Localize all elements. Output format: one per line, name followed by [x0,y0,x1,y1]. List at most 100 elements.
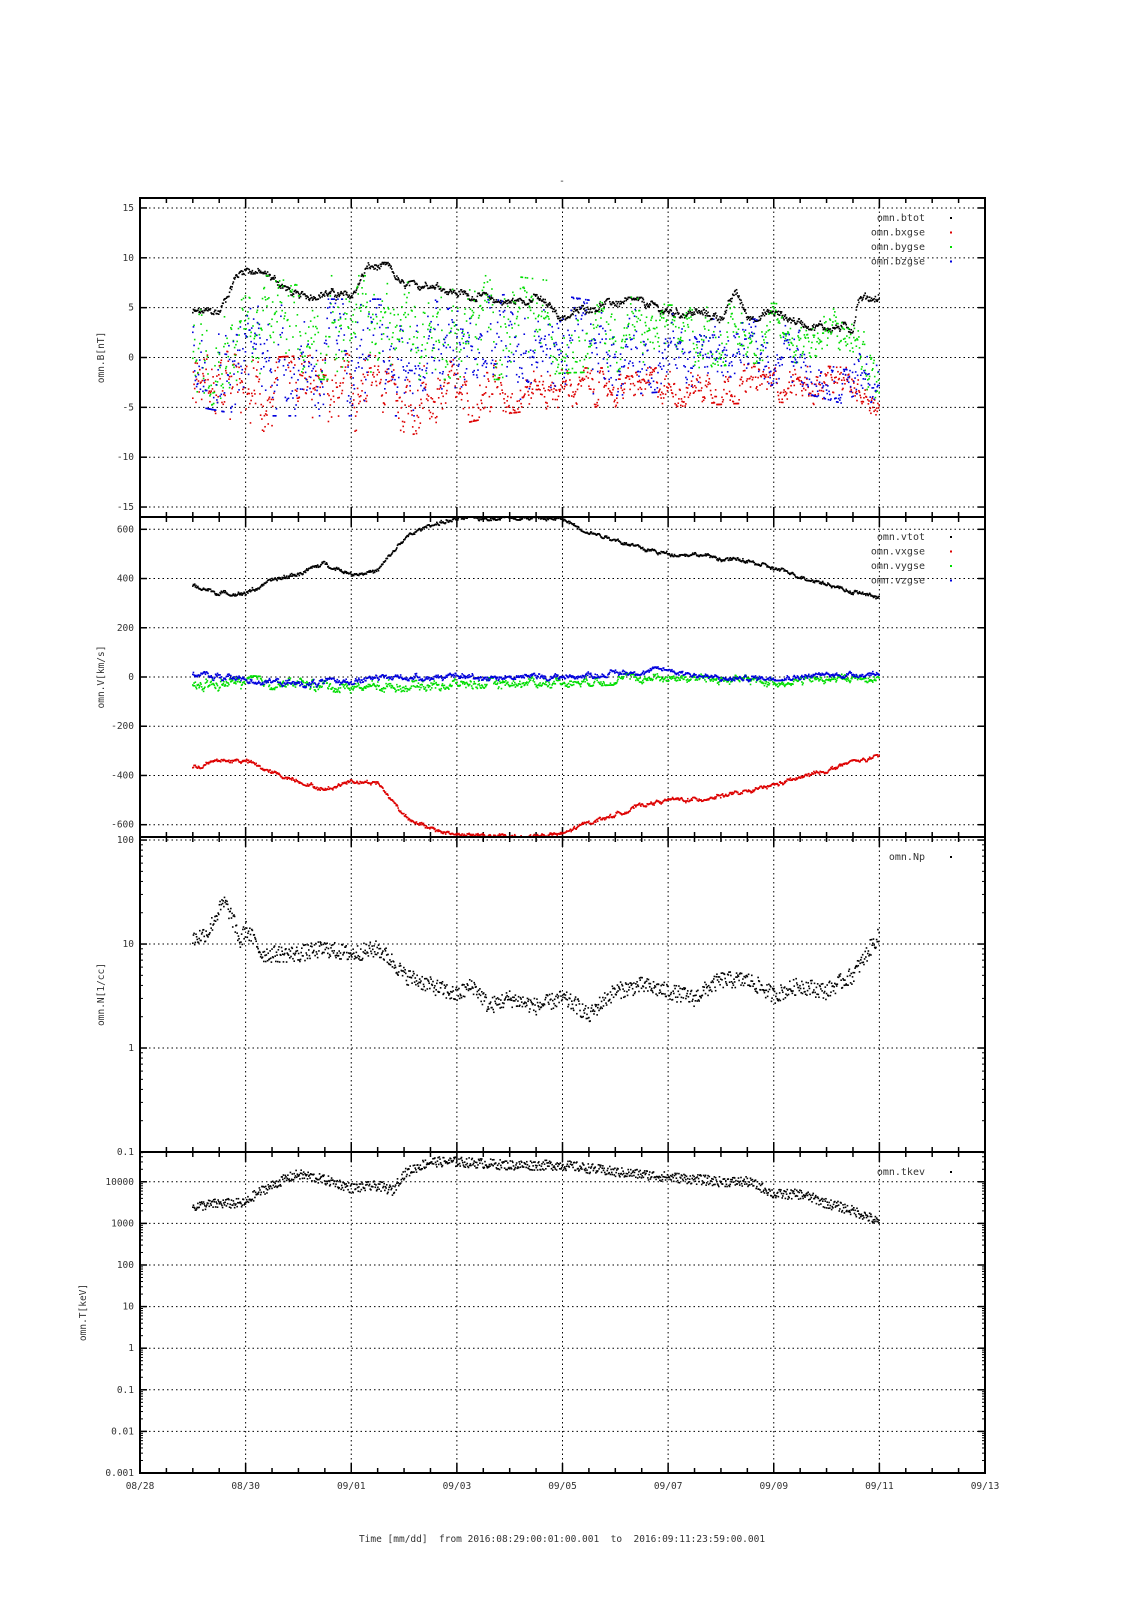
data-point [618,374,621,376]
data-point [752,376,754,379]
data-point [311,567,313,569]
data-point [813,383,816,386]
data-point [849,331,852,334]
data-point [603,386,605,388]
data-point [275,408,278,410]
data-point [857,358,860,361]
data-point [342,377,345,380]
data-point [699,333,701,336]
data-point [359,304,362,306]
data-point [468,317,471,320]
data-point [738,336,740,338]
data-point [669,370,671,373]
data-point [482,358,484,361]
data-point [509,301,512,303]
data-point [595,406,598,408]
data-point [835,366,838,369]
data-point [699,376,701,379]
data-point [721,350,724,352]
data-point [697,374,699,377]
data-point [611,394,614,396]
data-point [287,295,290,297]
data-point [484,360,487,362]
data-point [620,384,623,387]
data-point [280,301,283,304]
data-point [678,326,680,329]
data-point [643,363,646,366]
data-point [314,333,316,336]
data-point [847,381,850,384]
data-point [588,357,591,359]
data-point [559,317,562,319]
data-point [205,307,208,309]
data-point [381,300,384,302]
data-point [299,334,302,337]
data-point [694,390,697,392]
data-point [768,328,771,331]
data-point [583,378,586,381]
data-point [258,378,261,381]
data-point [705,310,707,312]
data-point [716,350,718,352]
data-point [600,317,602,319]
data-point [664,325,666,328]
data-point [794,357,796,359]
data-point [553,308,555,310]
data-point [392,347,395,350]
data-point [441,358,444,361]
data-point [517,300,520,302]
data-point [866,296,869,298]
data-point [453,289,456,292]
data-point [410,409,413,412]
data-point [404,379,406,381]
data-point [311,309,314,312]
data-point [437,323,439,326]
data-point [227,374,230,377]
data-point [745,316,748,319]
data-point [782,336,785,338]
data-point [199,312,202,314]
data-point [603,307,605,310]
data-point [516,315,519,318]
data-point [752,365,755,368]
data-point [460,328,462,330]
data-point [389,322,391,324]
data-point [350,333,353,336]
data-point [503,316,505,318]
data-point [702,399,705,402]
data-point [788,333,790,336]
data-point [228,386,231,389]
data-point [586,352,589,355]
data-point [818,369,820,371]
data-point [696,346,699,349]
data-point [283,574,285,577]
data-point [576,361,578,363]
data-point [533,380,536,382]
data-point [718,318,720,321]
data-point [437,396,440,399]
data-point [797,336,800,339]
data-point [269,274,271,276]
data-point [483,392,486,395]
data-point [288,361,290,364]
data-point [399,330,401,332]
data-point [307,298,310,301]
data-point [383,361,386,363]
data-point [676,309,678,312]
data-point [565,353,567,356]
data-point [801,389,803,392]
data-point [730,315,732,318]
data-point [318,374,320,377]
data-point [322,403,325,406]
data-point [723,388,725,391]
data-point [396,544,399,547]
data-point [438,341,441,344]
data-point [217,351,219,354]
data-point [724,353,726,356]
data-point [688,317,690,319]
data-point [771,383,774,386]
data-point [525,296,527,298]
data-point [208,390,211,393]
data-point [683,364,685,367]
data-point [534,349,536,352]
